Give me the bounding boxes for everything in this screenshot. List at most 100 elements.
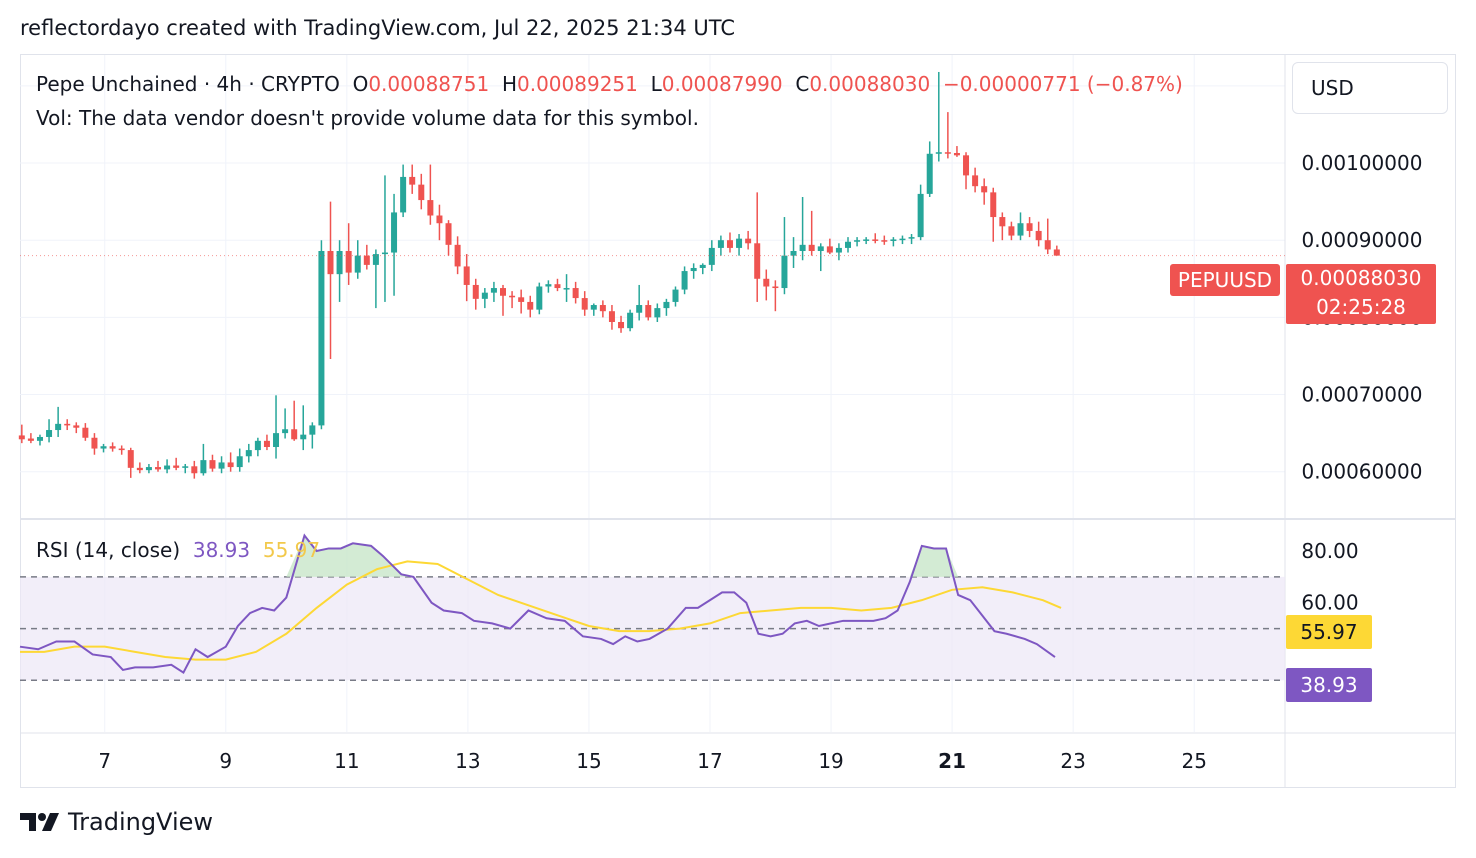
x-tick-label: 11 (334, 749, 359, 773)
rsi-legend: RSI (14, close) 38.93 55.97 (36, 538, 320, 562)
candle-body (418, 184, 425, 201)
candle-body (136, 467, 143, 471)
candle-body (245, 450, 252, 457)
candle-body (273, 433, 280, 448)
candle-body (518, 297, 525, 302)
last-price-tag: 0.00088030 02:25:28 (1286, 264, 1436, 324)
close-label: C (795, 72, 810, 96)
candle-body (318, 251, 325, 426)
rsi-ma-value: 55.97 (262, 538, 321, 562)
candle-body (336, 251, 343, 275)
x-tick-label: 9 (219, 749, 232, 773)
candle-body (18, 435, 25, 440)
candle-body (826, 246, 833, 253)
candle-body (881, 240, 888, 242)
x-tick-label: 25 (1181, 749, 1206, 773)
candle-body (345, 251, 352, 273)
candle-body (427, 200, 434, 216)
candle-body (82, 427, 89, 438)
rsi-y-tick-label: 80.00 (1301, 539, 1358, 563)
candle-body (73, 425, 80, 428)
y-tick-label: 0.00090000 (1302, 228, 1423, 252)
candle-body (854, 240, 861, 242)
y-tick-label: 0.00060000 (1302, 460, 1423, 484)
high-value: 0.00089251 (516, 72, 638, 96)
candle-body (55, 423, 62, 431)
candle-body (1035, 230, 1042, 241)
y-tick-label: 0.00070000 (1302, 383, 1423, 407)
candle-body (663, 301, 670, 309)
candle-body (599, 305, 606, 312)
candle-body (781, 255, 788, 289)
candle-body (46, 430, 53, 437)
x-tick-label: 15 (576, 749, 601, 773)
rsi-series (19, 533, 1062, 674)
candle-body (36, 436, 43, 441)
candle-body (263, 440, 270, 448)
candle-body (500, 288, 506, 296)
candle-body (481, 292, 488, 299)
chart-frame (20, 54, 1456, 788)
candle-body (209, 460, 216, 469)
axes-labels: 7 9 11 13 15 17 19 21 23 25 0.00060000 0.00070000 0.… (98, 74, 1422, 773)
candle-body (972, 175, 979, 187)
candle-body (563, 288, 570, 290)
candlestick-series (18, 71, 1285, 479)
candle-body (926, 153, 933, 194)
candle-body (953, 153, 960, 156)
x-tick-label: 13 (455, 749, 480, 773)
tradingview-logo-icon (20, 813, 59, 831)
candle-body (182, 466, 189, 468)
candle-body (708, 247, 715, 265)
candle-body (835, 247, 842, 253)
candle-body (490, 288, 497, 293)
candle-body (381, 252, 388, 255)
candle-body (463, 266, 470, 285)
candle-body (254, 440, 261, 451)
tradingview-logo[interactable]: TradingView (20, 808, 213, 836)
candle-body (1044, 240, 1051, 250)
candle-body (445, 223, 452, 245)
rsi-band (20, 576, 1285, 682)
candle-body (654, 308, 661, 318)
low-value: 0.00087990 (661, 72, 783, 96)
candle-body (363, 255, 370, 265)
candle-body (300, 434, 307, 440)
rsi-ma-tag: 55.97 (1286, 615, 1372, 649)
candle-body (890, 239, 897, 241)
open-label: O (352, 72, 369, 96)
candle-body (572, 288, 579, 299)
candle-body (1026, 223, 1033, 231)
candle-body (917, 193, 924, 238)
candle-body (1053, 249, 1060, 256)
candle-body (291, 429, 298, 440)
candle-body (736, 238, 743, 248)
candle-body (391, 212, 398, 253)
candle-body (618, 321, 625, 329)
candle-body (627, 312, 634, 329)
volume-note: Vol: The data vendor doesn't provide vol… (36, 106, 699, 130)
candle-body (772, 286, 779, 289)
candle-body (754, 243, 761, 279)
candle-body (872, 239, 879, 241)
low-label: L (650, 72, 662, 96)
candle-body (699, 264, 706, 268)
candle-body (155, 467, 161, 470)
candle-body (817, 246, 824, 252)
candle-body (899, 238, 906, 241)
candle-body (236, 456, 243, 468)
candle-body (536, 286, 543, 310)
candle-body (409, 176, 416, 185)
candle-body (608, 311, 615, 322)
close-value: 0.00088030 (809, 72, 931, 96)
candle-body (91, 437, 98, 449)
candle-body (509, 295, 516, 298)
currency-selector[interactable]: USD (1292, 62, 1448, 114)
candle-body (1008, 226, 1015, 236)
candle-body (327, 251, 334, 275)
candle-body (400, 176, 407, 213)
candle-body (590, 305, 597, 310)
candle-body (545, 284, 552, 287)
candle-body (109, 446, 116, 449)
